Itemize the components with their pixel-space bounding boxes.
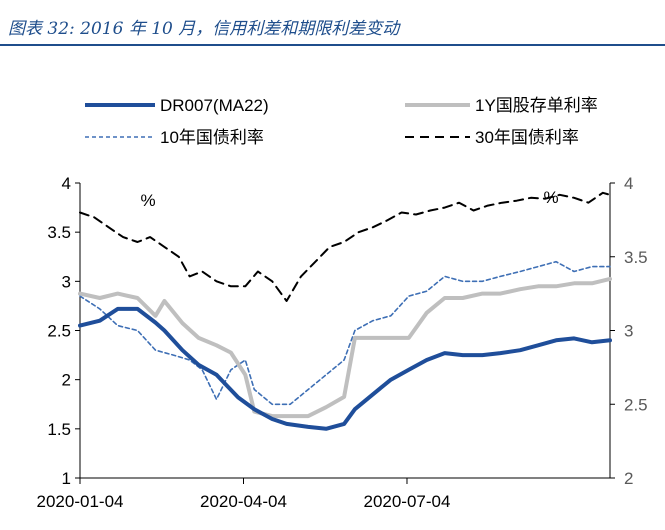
- legend-label-3: 10年国债利率: [160, 128, 264, 147]
- y-tick-label-left: 2: [62, 371, 71, 390]
- series-line-2: [78, 276, 612, 419]
- series-lines: [78, 191, 612, 431]
- y-tick-label-right: 4: [624, 174, 633, 193]
- y-tick-label-right: 3.5: [624, 248, 648, 267]
- y-tick-label-left: 1.5: [47, 420, 71, 439]
- figure-title: 图表 32: 2016 年 10 月，信用利差和期限利差变动: [8, 19, 400, 39]
- y-tick-label-right: 2.5: [624, 395, 648, 414]
- legend: DR007(MA22) 1Y国股存单利率 10年国债利率 30年国债利率: [85, 96, 598, 147]
- legend-label-4: 30年国债利率: [475, 128, 579, 147]
- y-tick-label-left: 1: [62, 469, 71, 488]
- legend-label-1: DR007(MA22): [160, 96, 269, 115]
- series-line-3: [79, 260, 611, 406]
- axes: 1 1.5 2 2.5 3 3.5 4 2 2.5 3 3.5 4 2020-01-04 2020-04-…: [37, 174, 648, 511]
- x-tick-label: 2020-07-04: [363, 492, 450, 511]
- y-left-unit-label: %: [140, 191, 155, 210]
- y-tick-label-right: 2: [624, 469, 633, 488]
- y-tick-label-left: 4: [62, 174, 71, 193]
- series-line-4: [79, 191, 611, 302]
- x-tick-label: 2020-01-04: [37, 492, 124, 511]
- series-line-1: [78, 306, 612, 431]
- y-tick-label-left: 3.5: [47, 223, 71, 242]
- title-rule: [0, 44, 665, 46]
- y-tick-label-left: 2.5: [47, 322, 71, 341]
- y-tick-label-right: 3: [624, 322, 633, 341]
- y-tick-label-left: 3: [62, 272, 71, 291]
- legend-label-2: 1Y国股存单利率: [475, 96, 598, 115]
- x-tick-label: 2020-04-04: [200, 492, 287, 511]
